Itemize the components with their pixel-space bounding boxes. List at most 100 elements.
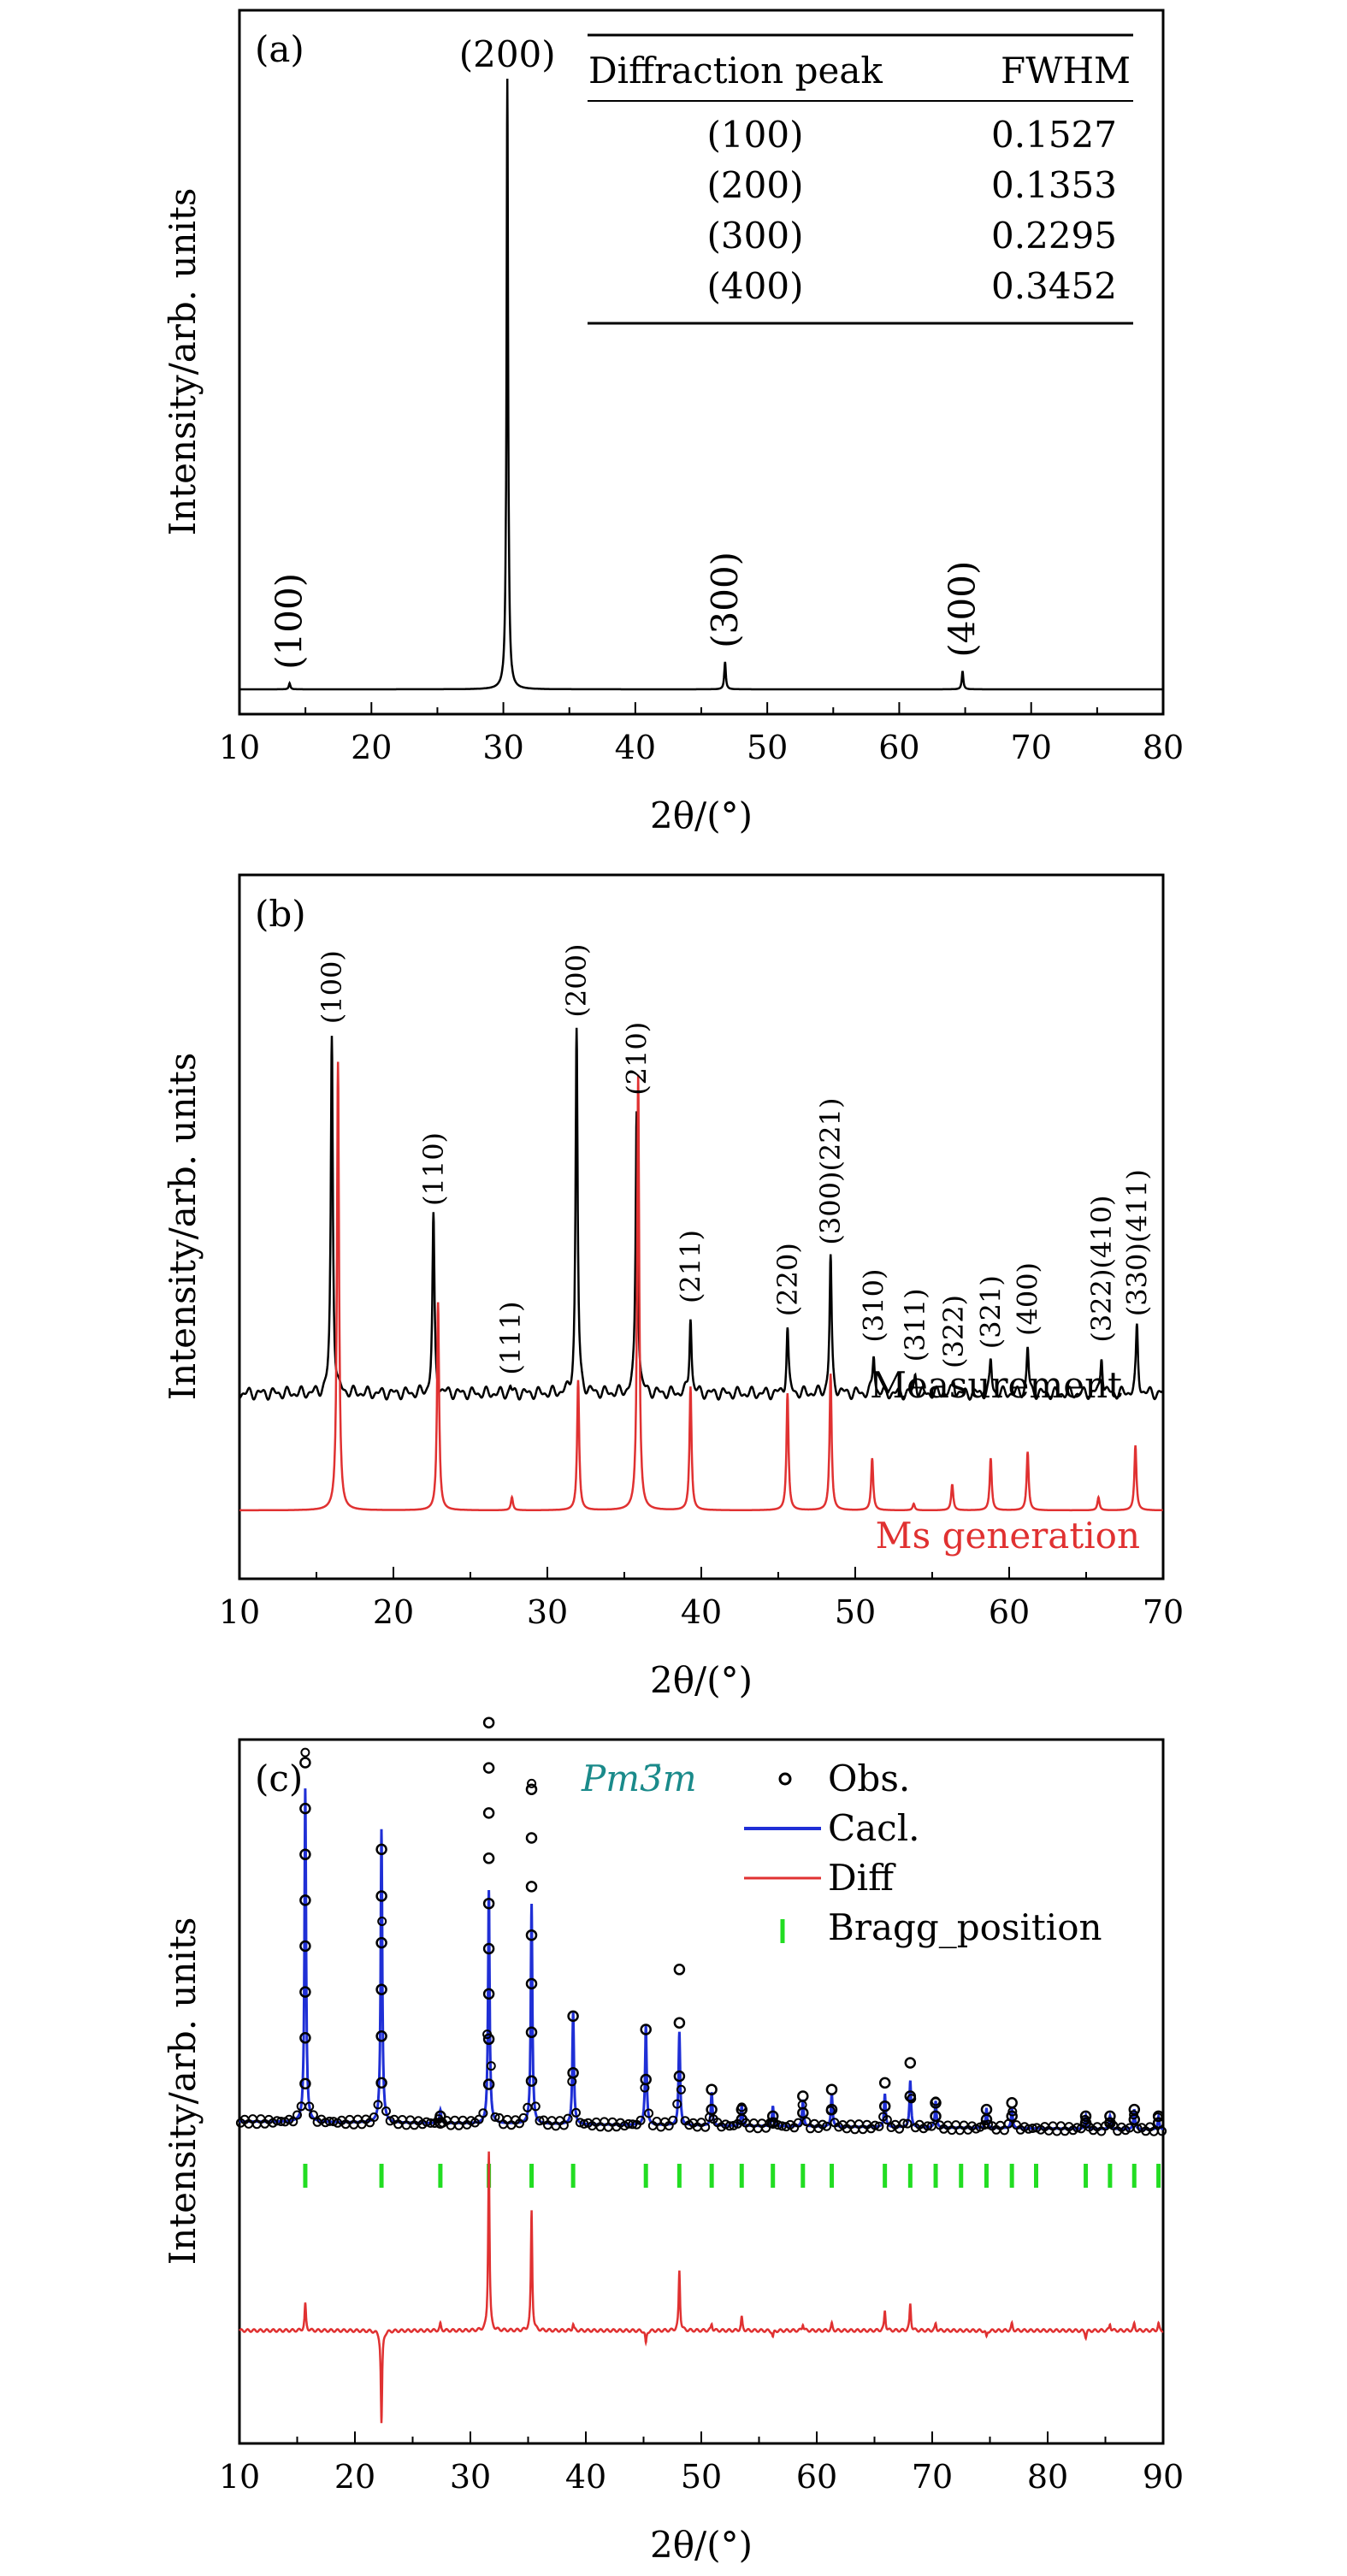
obs-point xyxy=(628,2119,638,2130)
table-header-fwhm: FWHM xyxy=(1001,50,1131,92)
peak-labels-b: (100) (110) (111) (200) (210) (211) (220) (300)… xyxy=(316,944,1153,1375)
obs-point xyxy=(482,1897,495,1910)
obs-point xyxy=(640,2024,652,2035)
obs-point xyxy=(902,2118,913,2129)
table-row-peak: (300) xyxy=(707,215,804,257)
x-axis-label-b: 2θ/(°) xyxy=(650,1659,753,1701)
obs-point xyxy=(425,2118,435,2128)
obs-point xyxy=(525,2026,538,2039)
obs-point xyxy=(299,2077,311,2090)
obs-point xyxy=(904,2090,917,2102)
peak-label: (400) xyxy=(941,561,983,658)
space-group-label: Pm3̄m xyxy=(581,1758,697,1799)
obs-point xyxy=(482,1762,495,1774)
obs-point xyxy=(706,2083,718,2095)
legend-bragg-label: Bragg_position xyxy=(828,1906,1102,1948)
x-tick-label: 10 xyxy=(219,729,260,766)
obs-point xyxy=(299,1894,311,1906)
obs-point xyxy=(870,2120,880,2130)
table-header-peak: Diffraction peak xyxy=(588,50,883,92)
obs-point xyxy=(673,2070,686,2083)
x-tick-label: 30 xyxy=(527,1593,568,1631)
obs-point xyxy=(482,1988,495,2000)
obs-point xyxy=(930,2110,942,2123)
panel-c: (c) Pm3̄m Intensity/arb. units 2θ/(°) 10… xyxy=(162,1716,1184,2566)
obs-point xyxy=(644,2108,654,2118)
obs-point xyxy=(518,2112,529,2123)
obs-point xyxy=(676,2084,686,2094)
x-ticks-c: 10 20 30 40 50 60 70 80 90 xyxy=(219,2431,1184,2496)
obs-point xyxy=(482,1807,495,1819)
x-tick-label: 60 xyxy=(989,1593,1030,1631)
obs-point xyxy=(706,2103,718,2116)
x-tick-label: 60 xyxy=(878,729,919,766)
measurement-trace xyxy=(239,1027,1164,1401)
peak-label: (311) xyxy=(899,1288,931,1362)
legend-obs-marker xyxy=(778,1772,792,1786)
x-tick-label: 50 xyxy=(747,729,788,766)
obs-point xyxy=(898,2118,908,2129)
obs-point xyxy=(923,2121,933,2131)
obs-point xyxy=(474,2114,484,2124)
legend-obs-label: Obs. xyxy=(828,1758,910,1799)
obs-point xyxy=(1152,2117,1165,2129)
obs-point xyxy=(478,2108,488,2118)
x-tick-label: 40 xyxy=(565,2458,606,2496)
table-row-fwhm: 0.2295 xyxy=(991,215,1117,257)
table-row-peak: (100) xyxy=(707,114,804,156)
x-tick-label: 50 xyxy=(835,1593,876,1631)
plot-area-a xyxy=(239,78,1163,691)
x-tick-label: 40 xyxy=(681,1593,722,1631)
calc-trace xyxy=(239,1788,1164,2131)
x-tick-label: 30 xyxy=(482,729,523,766)
table-row-peak: (400) xyxy=(707,265,804,307)
obs-point xyxy=(299,2032,311,2044)
bragg-positions xyxy=(303,2164,1161,2188)
peak-label: (300)(221) xyxy=(814,1098,847,1245)
obs-point xyxy=(482,2078,495,2090)
obs-point xyxy=(299,1940,311,1953)
panel-label-a: (a) xyxy=(255,28,304,70)
x-axis-label-a: 2θ/(°) xyxy=(650,795,753,836)
ms-generation-trace xyxy=(239,1061,1163,1512)
legend-calc-label: Cacl. xyxy=(828,1807,919,1849)
obs-point xyxy=(801,2117,812,2127)
panel-a: (a) Intensity/arb. units 2θ/(°) 10 20 30 40… xyxy=(162,9,1184,836)
obs-point xyxy=(999,2125,1009,2136)
obs-point xyxy=(375,2077,387,2089)
obs-point xyxy=(1079,2110,1092,2123)
obs-point xyxy=(482,1942,495,1955)
obs-point xyxy=(308,2110,318,2120)
peak-labels-a: (100) (200) (300) (400) xyxy=(269,33,984,670)
peak-label: (321) xyxy=(974,1275,1007,1349)
obs-point xyxy=(874,2121,884,2131)
obs-point xyxy=(525,1977,538,1990)
peak-label: (100) xyxy=(269,573,310,670)
obs-point xyxy=(299,1986,311,1998)
x-tick-label: 80 xyxy=(1027,2458,1068,2496)
x-tick-label: 20 xyxy=(351,729,392,766)
peak-label: (210) xyxy=(620,1022,653,1096)
obs-point xyxy=(571,2107,581,2118)
obs-point xyxy=(369,2112,379,2122)
obs-point xyxy=(635,2115,646,2125)
obs-point xyxy=(299,1757,311,1769)
peak-label: (322)(410) xyxy=(1085,1196,1118,1343)
peak-label: (300) xyxy=(704,552,746,648)
x-tick-label: 70 xyxy=(912,2458,953,2496)
peak-label: (200) xyxy=(459,33,556,75)
x-tick-label: 40 xyxy=(615,729,656,766)
table-row-fwhm: 0.1527 xyxy=(991,114,1117,156)
obs-point xyxy=(1129,2110,1139,2120)
obs-point xyxy=(434,2110,446,2123)
obs-point xyxy=(373,2100,383,2110)
obs-point xyxy=(825,2083,838,2095)
diff-trace xyxy=(239,2151,1164,2424)
obs-point xyxy=(1128,2103,1141,2116)
obs-point xyxy=(482,1852,495,1864)
peak-label: (200) xyxy=(560,944,593,1018)
obs-point xyxy=(668,2115,678,2125)
x-tick-label: 10 xyxy=(219,2458,260,2496)
x-ticks-b: 10 20 30 40 50 60 70 xyxy=(219,1567,1184,1631)
x-tick-label: 30 xyxy=(450,2458,491,2496)
